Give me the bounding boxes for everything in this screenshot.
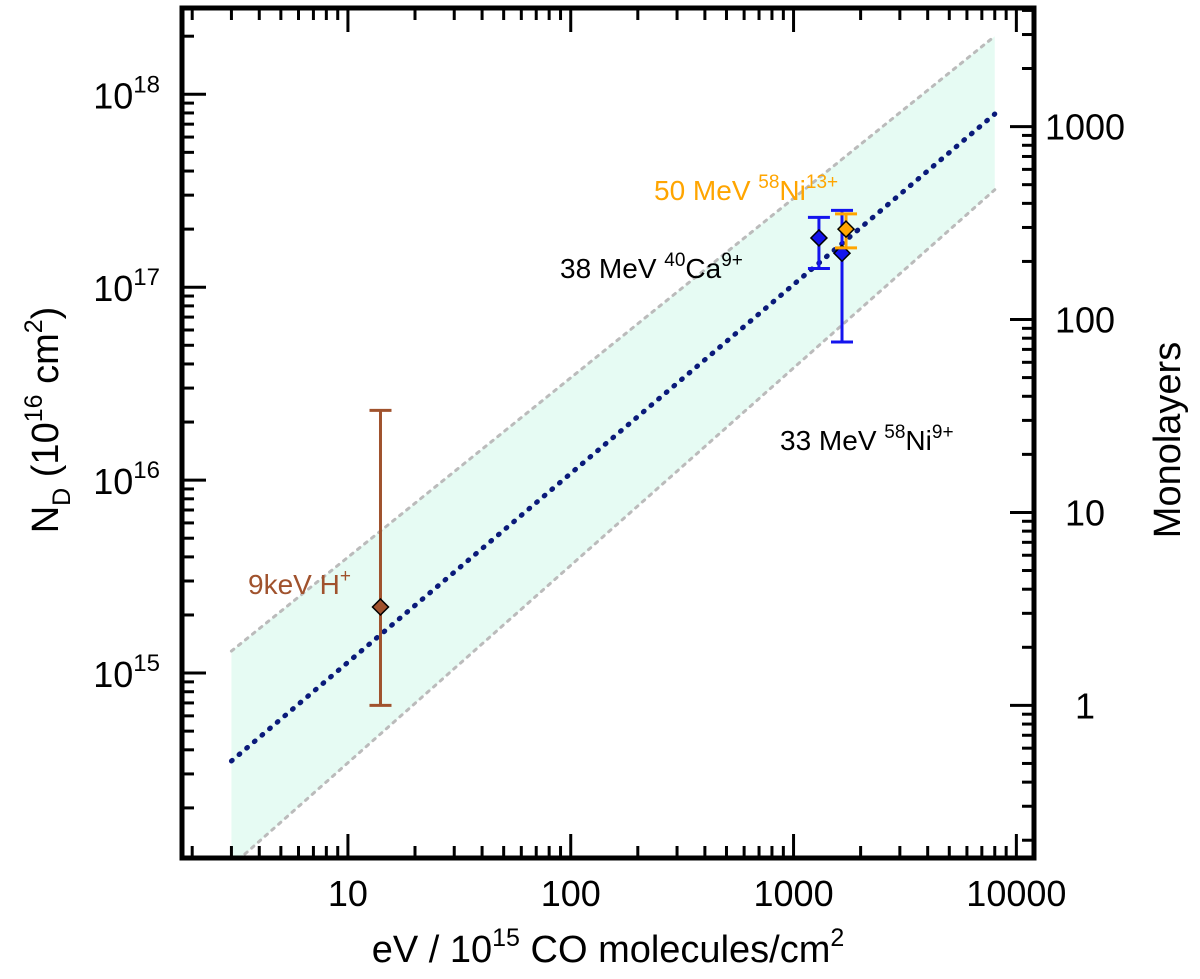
y2-tick-label-100: 100	[1055, 300, 1115, 341]
y2-axis-title: Monolayers	[1147, 342, 1189, 538]
annotation-38mev-ca: 38 MeV 40Ca9+	[560, 250, 743, 284]
y2-tick-label-1: 1	[1075, 685, 1095, 726]
x-tick-label-100: 100	[541, 873, 601, 914]
x-tick-label-10: 10	[328, 873, 368, 914]
annotation-33mev-ni: 33 MeV 58Ni9+	[780, 422, 954, 456]
y2-tick-label-10: 10	[1065, 492, 1105, 533]
y-tick-label-1e18: 1018	[93, 71, 160, 116]
x-tick-label-1000: 1000	[754, 873, 834, 914]
y-tick-label-1e16: 1016	[93, 457, 160, 502]
annotation-50mev-ni: 50 MeV 58Ni13+	[654, 172, 838, 206]
band-upper-edge	[229, 34, 997, 653]
x-tick-label-10000: 10000	[966, 873, 1066, 914]
y-tick-label-1e17: 1017	[93, 264, 160, 309]
annotation-9kev-h: 9keV H+	[248, 566, 351, 600]
plot-area	[228, 34, 998, 858]
data-point-3	[836, 220, 856, 239]
uncertainty-band	[231, 36, 995, 858]
y2-tick-label-1000: 1000	[1045, 107, 1125, 148]
fit-line	[228, 111, 998, 764]
band-lower-edge	[238, 188, 997, 858]
data-point-0	[371, 597, 390, 617]
plot-frame	[179, 5, 1037, 861]
y-tick-label-1e15: 1015	[93, 650, 160, 695]
data-point-1	[809, 228, 828, 248]
y-axis-title: ND (1016 cm2)	[20, 307, 76, 534]
x-axis-title: eV / 1015 CO molecules/cm2	[372, 924, 845, 971]
